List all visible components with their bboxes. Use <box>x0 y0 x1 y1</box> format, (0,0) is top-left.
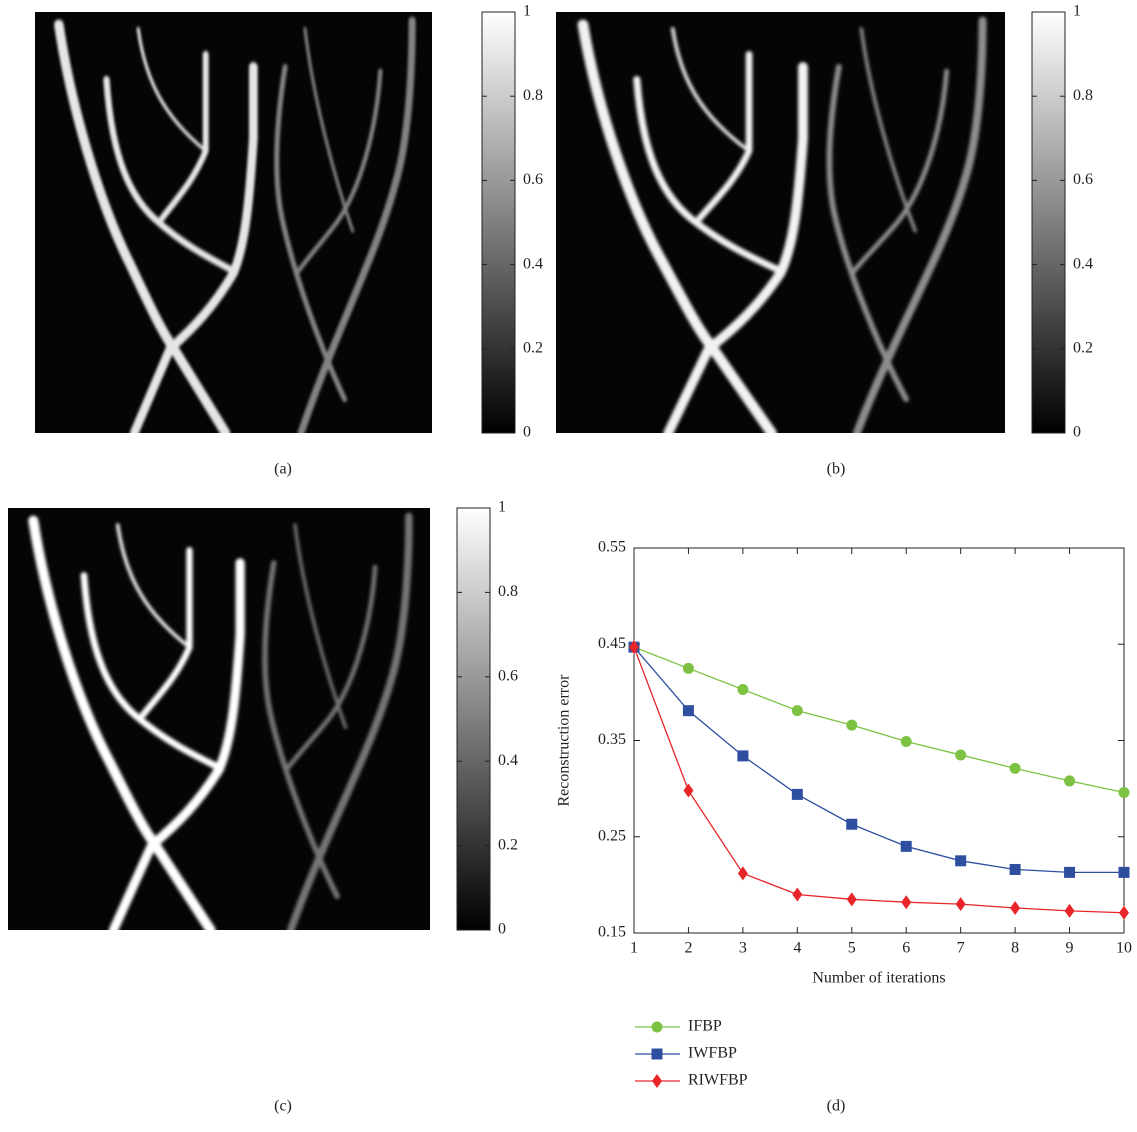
x-tick-label: 6 <box>902 940 910 957</box>
point <box>900 840 912 852</box>
point <box>955 855 967 867</box>
point <box>1118 866 1130 878</box>
point <box>682 705 694 717</box>
legend-label: IWFBP <box>688 1045 737 1062</box>
x-tick-label: 9 <box>1066 940 1074 957</box>
reconstruction-image <box>8 508 430 930</box>
colorbar-tick-label: 0 <box>498 921 506 938</box>
point <box>1064 775 1076 787</box>
point <box>846 818 858 830</box>
y-tick-label: 0.55 <box>598 539 626 556</box>
x-tick-label: 8 <box>1011 940 1019 957</box>
point <box>683 783 694 798</box>
colorbar-tick-label: 0 <box>523 424 531 441</box>
legend-marker <box>651 1021 663 1033</box>
colorbar-tick-label: 0.4 <box>498 752 518 769</box>
panel-caption: (c) <box>274 1098 292 1115</box>
point <box>792 887 803 902</box>
colorbar-tick-label: 1 <box>523 3 531 20</box>
colorbar-tick-label: 0.8 <box>1073 87 1093 104</box>
x-tick-label: 1 <box>630 940 638 957</box>
x-tick-label: 5 <box>848 940 856 957</box>
y-tick-label: 0.45 <box>598 635 626 652</box>
colorbar-tick-label: 0.2 <box>498 836 518 853</box>
legend-marker <box>652 1074 662 1088</box>
reconstruction-image <box>556 12 1005 433</box>
point <box>737 866 748 881</box>
point <box>737 683 749 695</box>
point <box>629 640 639 655</box>
colorbar-tick-label: 0.6 <box>523 171 543 188</box>
x-tick-label: 3 <box>739 940 747 957</box>
reconstruction-image <box>35 12 432 433</box>
colorbar <box>481 11 516 434</box>
colorbar <box>1031 11 1066 434</box>
colorbar-tick-label: 0.4 <box>523 255 543 272</box>
point <box>1010 900 1021 915</box>
panel-caption: (a) <box>274 461 292 478</box>
y-tick-label: 0.15 <box>598 924 626 941</box>
point <box>901 895 912 910</box>
point <box>791 705 803 717</box>
colorbar-tick-label: 0.8 <box>523 87 543 104</box>
panel-caption: (d) <box>827 1098 846 1115</box>
point <box>1064 903 1075 918</box>
series-line <box>633 646 1125 914</box>
colorbar-tick-label: 0.6 <box>498 667 518 684</box>
colorbar-tick-label: 0.6 <box>1073 171 1093 188</box>
y-axis-label: Reconstruction error <box>556 674 573 807</box>
point <box>682 662 694 674</box>
x-tick-label: 2 <box>684 940 692 957</box>
point <box>846 719 858 731</box>
x-axis-label: Number of iterations <box>812 970 945 987</box>
colorbar-tick-label: 0.4 <box>1073 255 1093 272</box>
legend-label: IFBP <box>688 1018 722 1035</box>
point <box>1119 905 1129 920</box>
y-tick-label: 0.25 <box>598 827 626 844</box>
point <box>900 735 912 747</box>
legend-label: RIWFBP <box>688 1072 748 1089</box>
colorbar-tick-label: 0.8 <box>498 583 518 600</box>
colorbar-tick-label: 0.2 <box>1073 339 1093 356</box>
colorbar-tick-label: 0 <box>1073 424 1081 441</box>
point <box>791 788 803 800</box>
panel-caption: (b) <box>827 461 846 478</box>
point <box>1118 786 1130 798</box>
point <box>1064 866 1076 878</box>
series-line <box>633 646 1125 794</box>
x-tick-label: 10 <box>1116 940 1132 957</box>
point <box>1009 863 1021 875</box>
colorbar-tick-label: 1 <box>1073 3 1081 20</box>
x-tick-label: 7 <box>957 940 965 957</box>
point <box>955 897 966 912</box>
point <box>737 750 749 762</box>
x-tick-label: 4 <box>793 940 801 957</box>
colorbar-tick-label: 1 <box>498 499 506 516</box>
point <box>955 749 967 761</box>
point <box>1009 762 1021 774</box>
point <box>846 892 857 907</box>
plot-frame <box>633 547 1125 934</box>
y-tick-label: 0.35 <box>598 731 626 748</box>
series-line <box>633 646 1124 874</box>
legend-marker <box>651 1048 663 1060</box>
colorbar-tick-label: 0.2 <box>523 339 543 356</box>
colorbar <box>456 507 491 931</box>
